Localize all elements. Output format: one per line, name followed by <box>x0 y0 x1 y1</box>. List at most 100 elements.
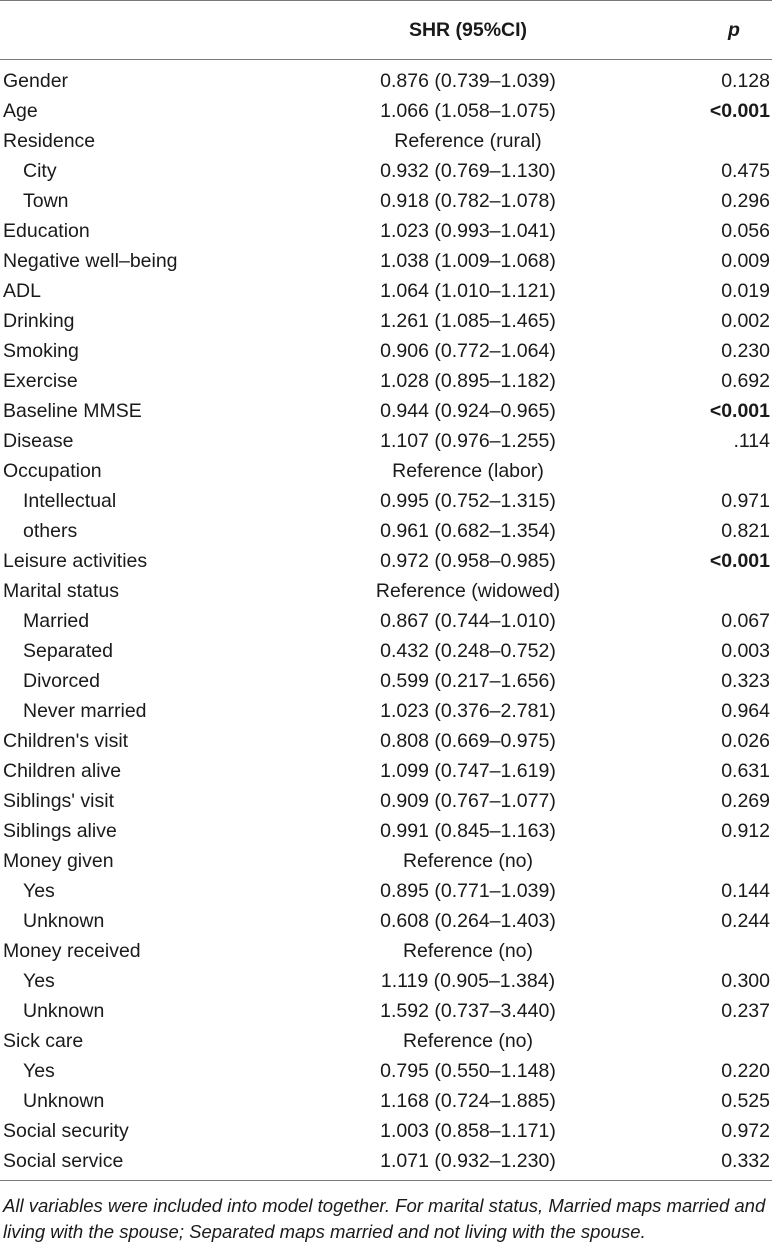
row-shr: 1.023 (0.376–2.781) <box>380 699 556 722</box>
table-row: Siblings' visit 0.909 (0.767–1.077) 0.269 <box>0 786 772 816</box>
row-variable: Social security <box>3 1119 129 1142</box>
row-variable: Money received <box>3 939 141 962</box>
row-variable: Intellectual <box>23 489 117 512</box>
table-row: Baseline MMSE 0.944 (0.924–0.965) <0.001 <box>0 396 772 426</box>
table-row: Money received Reference (no) <box>0 936 772 966</box>
row-variable: Age <box>3 99 38 122</box>
row-p-value: 0.128 <box>721 69 770 92</box>
row-p-value: 0.692 <box>721 369 770 392</box>
row-p-value: 0.525 <box>721 1089 770 1112</box>
row-p-value: 0.269 <box>721 789 770 812</box>
row-shr: 0.909 (0.767–1.077) <box>380 789 556 812</box>
row-variable: Separated <box>23 639 113 662</box>
table-row: others 0.961 (0.682–1.354) 0.821 <box>0 516 772 546</box>
row-p-value: 0.972 <box>721 1119 770 1142</box>
row-shr: Reference (no) <box>402 939 534 962</box>
row-shr: Reference (labor) <box>392 459 544 482</box>
row-p-value: 0.971 <box>721 489 770 512</box>
row-shr: 1.066 (1.058–1.075) <box>380 99 556 122</box>
row-shr: 0.918 (0.782–1.078) <box>380 189 556 212</box>
row-variable: Residence <box>3 129 96 152</box>
table-row: Intellectual 0.995 (0.752–1.315) 0.971 <box>0 486 772 516</box>
row-variable: Unknown <box>23 909 105 932</box>
row-variable: Children's visit <box>3 729 129 752</box>
header-p: p <box>728 18 740 41</box>
row-variable: Divorced <box>23 669 100 692</box>
row-shr: 0.867 (0.744–1.010) <box>380 609 556 632</box>
row-shr: 0.972 (0.958–0.985) <box>380 549 556 572</box>
row-shr: 1.028 (0.895–1.182) <box>380 369 556 392</box>
table-row: Unknown 1.168 (0.724–1.885) 0.525 <box>0 1086 772 1116</box>
row-shr: 0.808 (0.669–0.975) <box>380 729 556 752</box>
row-variable: Yes <box>23 1059 55 1082</box>
row-shr: 0.995 (0.752–1.315) <box>380 489 556 512</box>
row-p-value: 0.056 <box>721 219 770 242</box>
row-shr: Reference (no) <box>402 849 534 872</box>
row-p-value: <0.001 <box>709 399 770 422</box>
row-p-value: 0.019 <box>721 279 770 302</box>
row-shr: 0.906 (0.772–1.064) <box>380 339 556 362</box>
table-row: Social service 1.071 (0.932–1.230) 0.332 <box>0 1146 772 1176</box>
row-variable: ADL <box>3 279 41 302</box>
row-shr: 1.099 (0.747–1.619) <box>380 759 556 782</box>
row-variable: Sick care <box>3 1029 84 1052</box>
row-p-value: 0.067 <box>721 609 770 632</box>
table-row: Age 1.066 (1.058–1.075) <0.001 <box>0 96 772 126</box>
row-p-value: 0.009 <box>721 249 770 272</box>
row-p-value: 0.323 <box>721 669 770 692</box>
row-p-value: .114 <box>733 429 770 452</box>
row-p-value: 0.912 <box>721 819 770 842</box>
table-row: Marital status Reference (widowed) <box>0 576 772 606</box>
row-variable: City <box>23 159 57 182</box>
row-p-value: 0.300 <box>721 969 770 992</box>
row-p-value: 0.230 <box>721 339 770 362</box>
row-variable: Education <box>3 219 90 242</box>
row-shr: 0.895 (0.771–1.039) <box>380 879 556 902</box>
row-shr: 0.991 (0.845–1.163) <box>380 819 556 842</box>
row-variable: Disease <box>3 429 74 452</box>
row-variable: Drinking <box>3 309 75 332</box>
row-variable: Social service <box>3 1149 124 1172</box>
row-variable: Siblings alive <box>3 819 117 842</box>
table-row: Siblings alive 0.991 (0.845–1.163) 0.912 <box>0 816 772 846</box>
table-row: Drinking 1.261 (1.085–1.465) 0.002 <box>0 306 772 336</box>
table-row: Education 1.023 (0.993–1.041) 0.056 <box>0 216 772 246</box>
row-p-value: 0.003 <box>721 639 770 662</box>
row-p-value: 0.220 <box>721 1059 770 1082</box>
table-row: Disease 1.107 (0.976–1.255) .114 <box>0 426 772 456</box>
table-header: SHR (95%CI) p <box>0 1 772 59</box>
table-row: Exercise 1.028 (0.895–1.182) 0.692 <box>0 366 772 396</box>
row-variable: Yes <box>23 879 55 902</box>
table-row: Residence Reference (rural) <box>0 126 772 156</box>
table-row: ADL 1.064 (1.010–1.121) 0.019 <box>0 276 772 306</box>
table-row: Yes 0.895 (0.771–1.039) 0.144 <box>0 876 772 906</box>
row-variable: Yes <box>23 969 55 992</box>
row-shr: 0.932 (0.769–1.130) <box>380 159 556 182</box>
row-variable: Town <box>23 189 69 212</box>
table-row: Occupation Reference (labor) <box>0 456 772 486</box>
header-shr: SHR (95%CI) <box>408 18 528 41</box>
row-shr: 0.944 (0.924–0.965) <box>380 399 556 422</box>
row-variable: Money given <box>3 849 114 872</box>
row-shr: 1.023 (0.993–1.041) <box>380 219 556 242</box>
table-row: Married 0.867 (0.744–1.010) 0.067 <box>0 606 772 636</box>
top-rule <box>0 0 772 1</box>
table-row: Leisure activities 0.972 (0.958–0.985) <0.… <box>0 546 772 576</box>
row-shr: Reference (rural) <box>394 129 542 152</box>
row-shr: 1.064 (1.010–1.121) <box>380 279 556 302</box>
table-row: Divorced 0.599 (0.217–1.656) 0.323 <box>0 666 772 696</box>
table-row: Children's visit 0.808 (0.669–0.975) 0.026 <box>0 726 772 756</box>
row-variable: Exercise <box>3 369 78 392</box>
row-p-value: 0.244 <box>721 909 770 932</box>
row-shr: 0.961 (0.682–1.354) <box>380 519 556 542</box>
row-p-value: 0.475 <box>721 159 770 182</box>
row-variable: others <box>23 519 78 542</box>
row-variable: Never married <box>23 699 147 722</box>
header-rule <box>0 59 772 60</box>
row-p-value: <0.001 <box>709 549 770 572</box>
row-p-value: <0.001 <box>709 99 770 122</box>
table-row: Social security 1.003 (0.858–1.171) 0.972 <box>0 1116 772 1146</box>
row-variable: Gender <box>3 69 69 92</box>
table-row: Smoking 0.906 (0.772–1.064) 0.230 <box>0 336 772 366</box>
